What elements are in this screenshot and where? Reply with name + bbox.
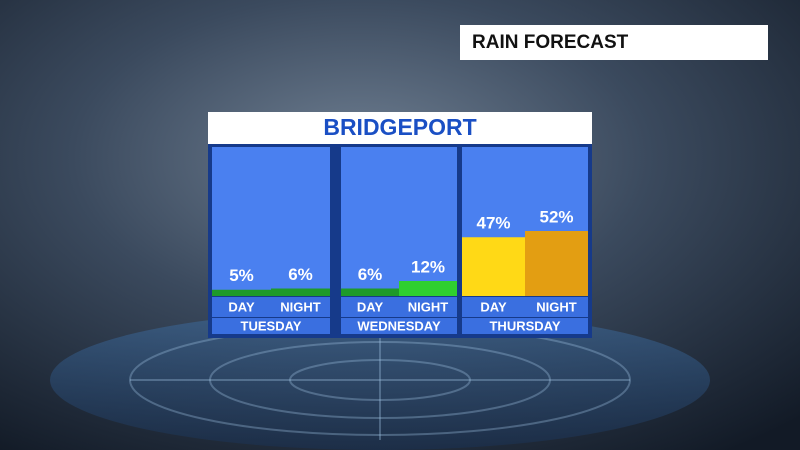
category-label: NIGHT [408, 299, 449, 314]
category-label: DAY [228, 299, 255, 314]
value-label: 12% [411, 257, 445, 276]
title-box [208, 112, 592, 144]
value-label: 6% [288, 265, 313, 284]
group-label: THURSDAY [489, 318, 560, 333]
value-label: 47% [476, 214, 510, 233]
radar-rings [129, 320, 631, 440]
category-label: DAY [480, 299, 507, 314]
value-label: 52% [539, 207, 573, 226]
bar [271, 288, 330, 296]
category-label: DAY [357, 299, 384, 314]
header-box [460, 25, 768, 60]
day-panel [212, 147, 330, 296]
day-row [341, 318, 457, 334]
group-label: WEDNESDAY [357, 318, 441, 333]
label-row [341, 297, 457, 317]
label-row [212, 297, 330, 317]
value-label: 6% [358, 265, 383, 284]
day-row [462, 318, 588, 334]
category-label: NIGHT [280, 299, 321, 314]
header-title: RAIN FORECAST [472, 32, 629, 53]
bar [462, 237, 525, 296]
group-label: TUESDAY [241, 318, 302, 333]
category-label: NIGHT [536, 299, 577, 314]
day-panel [341, 147, 457, 296]
label-row [462, 297, 588, 317]
day-row [212, 318, 330, 334]
bar [399, 281, 457, 296]
bar [212, 289, 271, 296]
bar [525, 231, 588, 296]
radar-floor [50, 310, 710, 450]
value-label: 5% [229, 266, 254, 285]
bar [341, 288, 399, 296]
chart-title: BRIDGEPORT [323, 114, 476, 140]
